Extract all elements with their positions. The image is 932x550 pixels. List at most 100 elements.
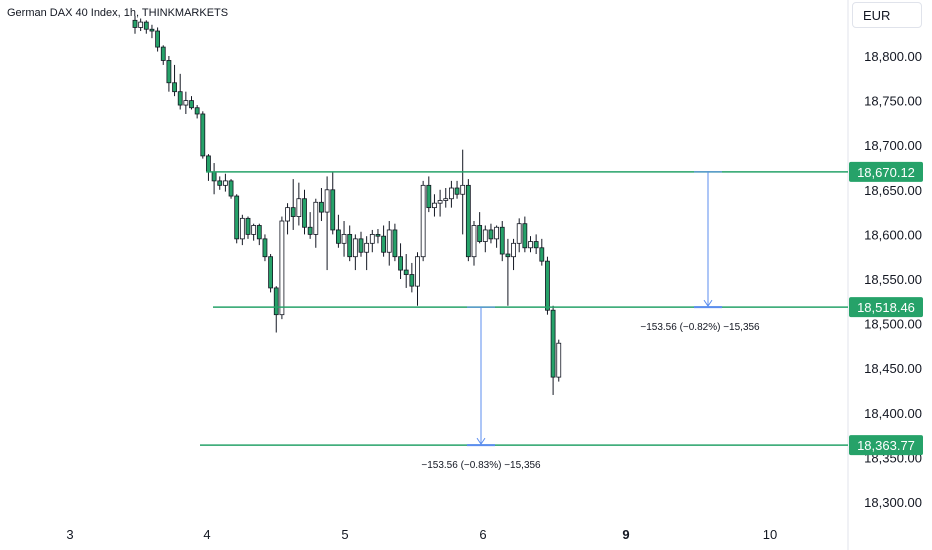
candle-body [454,187,460,195]
candle-body [443,198,449,201]
level-price-badge [849,435,923,456]
candle-body [516,223,522,244]
y-tick-label: 18,800.00 [864,49,922,64]
level-price-badge [849,297,923,318]
candle-body [533,241,539,249]
candle-body [505,253,511,258]
level-price-label: 18,670.12 [857,165,915,180]
candle-body [528,241,533,249]
candle-body [166,60,172,84]
candle-body [239,217,245,240]
x-tick-label: 5 [341,527,348,542]
candle-body [364,242,370,253]
candle-body [307,226,313,235]
candle-body [245,217,251,235]
candle-body [302,198,307,228]
y-tick-label: 18,600.00 [864,227,922,242]
candle-body [285,207,290,222]
candle-body [251,225,257,235]
x-tick-label: 6 [479,527,486,542]
candle-body [556,342,562,378]
candle-body [488,229,494,240]
candle-body [290,207,296,217]
candle-body [545,260,550,311]
candle-body [200,113,206,157]
y-tick-label: 18,400.00 [864,406,922,421]
candle-body [369,233,375,244]
candle-body [149,28,155,32]
candle-body [160,46,166,61]
y-tick-label: 18,500.00 [864,317,922,332]
candle-body [477,225,483,242]
y-tick-label: 18,450.00 [864,361,922,376]
candle-body [132,19,138,28]
candle-body [437,200,443,204]
candle-body [143,21,149,30]
candle-body [386,229,392,253]
candle-body [228,180,234,197]
chart-title: German DAX 40 Index, 1h, THINKMARKETS [7,7,229,19]
candle-body [155,30,161,48]
y-tick-label: 18,700.00 [864,138,922,153]
candle-body [381,235,387,253]
candle-body [465,184,471,258]
candle-body [511,242,516,258]
candle-body [426,184,432,209]
measure-label: −153.56 (−0.83%) −15,356 [421,460,541,471]
candle-body [448,187,454,200]
candle-body [313,201,319,235]
measure-arrowhead [476,437,486,446]
x-tick-label: 10 [763,527,777,542]
level-price-label: 18,518.46 [857,300,915,315]
candle-body [279,220,285,316]
level-price-badge [849,161,923,182]
candle-body [268,256,274,289]
candle-body [273,287,279,316]
candle-body [194,107,200,115]
x-tick-label: 9 [622,527,629,542]
y-tick-label: 18,650.00 [864,183,922,198]
candle-body [375,233,381,237]
candle-body [471,225,477,258]
candle-body [189,100,194,109]
candle-body [262,238,268,258]
candle-body [217,180,223,186]
candle-body [415,256,420,287]
currency-selector[interactable]: EUR [852,2,922,28]
x-tick-label: 4 [203,527,210,542]
candle-body [296,198,302,217]
candle-body [420,184,426,258]
candle-body [347,233,353,258]
measure-arrowhead [703,299,713,308]
candle-body [206,155,211,173]
candle-body [335,229,341,244]
candle-body [409,274,415,287]
candle-body [494,226,500,240]
candle-body [138,21,144,28]
candle-body [183,100,189,106]
candle-body [398,256,403,271]
candle-body [499,226,505,255]
y-tick-label: 18,300.00 [864,495,922,510]
y-tick-label: 18,750.00 [864,94,922,109]
candle-body [222,180,228,186]
candle-body [256,225,262,240]
candle-body [460,184,466,195]
candle-body [234,195,240,240]
candle-body [319,201,324,213]
candle-body [177,91,183,106]
candle-body [403,269,409,275]
candle-body [172,82,177,93]
candle-body [352,238,358,258]
candle-body [324,189,330,213]
candle-body [539,247,545,262]
level-price-label: 18,363.77 [857,438,915,453]
candle-body [330,189,336,231]
candle-body [358,238,364,253]
candle-body [341,233,347,244]
candle-body [211,171,217,182]
measure-label: −153.56 (−0.82%) −15,356 [640,322,760,333]
candle-body [550,309,556,378]
x-tick-label: 3 [66,527,73,542]
